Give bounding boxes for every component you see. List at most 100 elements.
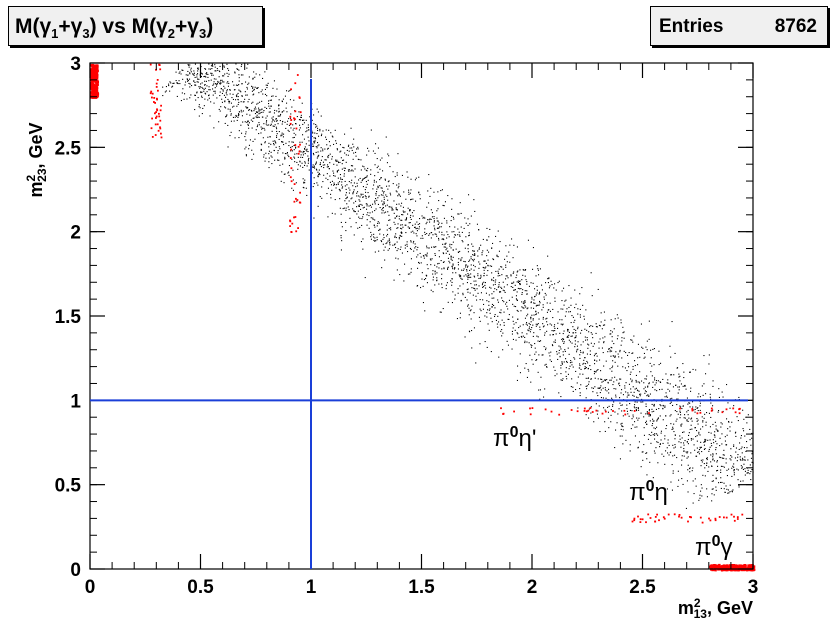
scatter-point bbox=[574, 343, 576, 345]
scatter-point bbox=[632, 341, 634, 343]
highlight-point-pi0-eta-x bbox=[687, 520, 689, 523]
scatter-point bbox=[739, 458, 741, 460]
scatter-point bbox=[664, 435, 666, 437]
scatter-point bbox=[464, 247, 466, 249]
scatter-point bbox=[673, 423, 675, 425]
scatter-point bbox=[469, 310, 471, 312]
highlight-point-pi0-gamma-edge-x bbox=[739, 565, 742, 569]
scatter-point bbox=[661, 453, 663, 455]
scatter-point bbox=[648, 409, 650, 411]
scatter-point bbox=[740, 435, 742, 437]
scatter-point bbox=[450, 256, 452, 258]
scatter-point bbox=[496, 254, 498, 256]
scatter-point bbox=[751, 453, 753, 455]
scatter-point bbox=[247, 123, 249, 125]
scatter-point bbox=[576, 351, 578, 353]
scatter-point bbox=[278, 138, 280, 140]
scatter-point bbox=[387, 240, 389, 242]
highlight-point-pi0-gamma-edge-x bbox=[716, 564, 719, 568]
scatter-point bbox=[327, 179, 329, 181]
scatter-point bbox=[537, 336, 539, 338]
scatter-point bbox=[592, 337, 594, 339]
scatter-point bbox=[672, 444, 674, 446]
scatter-point bbox=[426, 282, 428, 284]
scatter-point bbox=[515, 277, 517, 279]
scatter-point bbox=[288, 141, 290, 143]
scatter-point bbox=[572, 366, 574, 368]
scatter-point bbox=[527, 239, 529, 241]
scatter-point bbox=[526, 290, 528, 292]
scatter-point bbox=[497, 315, 499, 317]
scatter-point bbox=[303, 119, 305, 121]
scatter-point bbox=[212, 74, 214, 76]
scatter-point bbox=[271, 95, 273, 97]
scatter-point bbox=[706, 496, 708, 498]
scatter-point bbox=[538, 304, 540, 306]
scatter-point bbox=[703, 417, 705, 419]
scatter-point bbox=[490, 317, 492, 319]
scatter-point bbox=[341, 163, 343, 165]
scatter-point bbox=[334, 129, 336, 131]
scatter-point bbox=[396, 191, 398, 193]
scatter-point bbox=[505, 275, 507, 277]
scatter-point bbox=[456, 318, 458, 320]
scatter-point bbox=[253, 110, 255, 112]
scatter-point bbox=[384, 178, 386, 180]
scatter-point bbox=[443, 268, 445, 270]
scatter-point bbox=[200, 83, 202, 85]
scatter-point bbox=[377, 186, 379, 188]
scatter-point bbox=[437, 263, 439, 265]
scatter-point bbox=[230, 102, 232, 104]
scatter-point bbox=[243, 101, 245, 103]
scatter-point bbox=[405, 232, 407, 234]
scatter-point bbox=[340, 178, 342, 180]
scatter-point bbox=[362, 186, 364, 188]
scatter-point bbox=[560, 348, 562, 350]
scatter-point bbox=[503, 301, 505, 303]
scatter-point bbox=[604, 409, 606, 411]
scatter-point bbox=[246, 67, 248, 69]
highlight-point-pi0-eta-y bbox=[158, 64, 161, 66]
scatter-point bbox=[327, 147, 329, 149]
scatter-point bbox=[694, 478, 696, 480]
scatter-point bbox=[316, 133, 318, 135]
scatter-point bbox=[311, 132, 313, 134]
scatter-point bbox=[374, 164, 376, 166]
scatter-point bbox=[272, 87, 274, 89]
scatter-point bbox=[383, 249, 385, 251]
scatter-point bbox=[206, 91, 208, 93]
scatter-point bbox=[203, 88, 205, 90]
scatter-point bbox=[432, 291, 434, 293]
scatter-point bbox=[751, 451, 753, 453]
scatter-point bbox=[235, 84, 237, 86]
scatter-point bbox=[252, 117, 254, 119]
highlight-point-pi0-gamma-edge-x bbox=[720, 569, 724, 572]
scatter-point bbox=[389, 192, 391, 194]
scatter-point bbox=[464, 217, 466, 219]
scatter-point bbox=[557, 311, 559, 313]
scatter-point bbox=[501, 329, 503, 331]
scatter-point bbox=[685, 451, 687, 453]
scatter-point bbox=[464, 296, 466, 298]
scatter-point bbox=[463, 268, 465, 270]
scatter-point bbox=[429, 221, 431, 223]
scatter-point bbox=[436, 279, 438, 281]
scatter-point bbox=[708, 354, 710, 356]
scatter-point bbox=[409, 222, 411, 224]
scatter-point bbox=[276, 110, 278, 112]
scatter-point bbox=[339, 174, 341, 176]
scatter-point bbox=[360, 203, 362, 205]
scatter-point bbox=[693, 409, 695, 411]
scatter-point bbox=[359, 196, 361, 198]
scatter-point bbox=[483, 303, 485, 305]
scatter-point bbox=[598, 405, 600, 407]
scatter-point bbox=[643, 444, 645, 446]
scatter-point bbox=[566, 308, 568, 310]
scatter-point bbox=[190, 67, 192, 69]
scatter-point bbox=[261, 89, 263, 91]
scatter-point bbox=[694, 411, 696, 413]
scatter-point bbox=[716, 461, 718, 463]
scatter-point bbox=[646, 349, 648, 351]
scatter-point bbox=[210, 72, 212, 74]
scatter-point bbox=[522, 302, 524, 304]
